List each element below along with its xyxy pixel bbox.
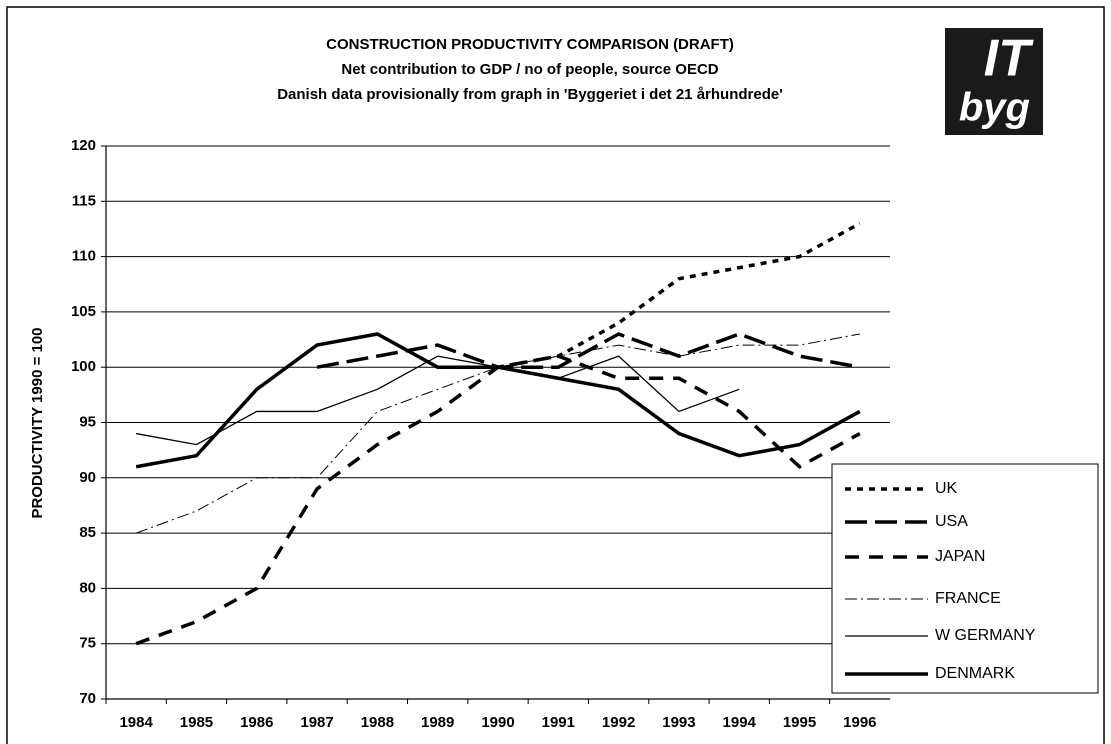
- y-tick-label: 70: [79, 690, 96, 707]
- logo-text: IT: [984, 30, 1034, 88]
- logo: [945, 28, 1043, 135]
- legend-label: FRANCE: [935, 590, 1001, 607]
- series-line: [135, 332, 861, 469]
- x-tick-label: 1987: [300, 714, 333, 731]
- y-tick-label: 75: [79, 635, 96, 652]
- y-tick-label: 110: [72, 248, 96, 265]
- y-tick-label: 120: [71, 137, 96, 154]
- y-tick-label: 105: [71, 303, 96, 320]
- y-tick-label: 90: [79, 469, 96, 486]
- x-tick-label: 1985: [180, 714, 213, 731]
- y-axis-label: PRODUCTIVITY 1990 = 100: [29, 327, 46, 518]
- chart-subtitle: Danish data provisionally from graph in …: [277, 86, 783, 103]
- x-tick-label: 1993: [662, 714, 695, 731]
- x-tick-label: 1991: [542, 714, 575, 731]
- series-line: [136, 355, 740, 446]
- chart-title: CONSTRUCTION PRODUCTIVITY COMPARISON (DR…: [326, 36, 734, 53]
- x-tick-label: 1994: [723, 714, 757, 731]
- legend-label: USA: [935, 513, 968, 530]
- y-tick-label: 95: [79, 413, 96, 430]
- chart-subtitle: Net contribution to GDP / no of people, …: [341, 61, 718, 78]
- y-tick-label: 100: [71, 358, 96, 375]
- legend: [831, 463, 1099, 694]
- x-tick-label: 1988: [361, 714, 394, 731]
- legend-label: DENMARK: [935, 665, 1015, 682]
- x-tick-label: 1984: [119, 714, 153, 731]
- x-tick-label: 1992: [602, 714, 635, 731]
- legend-label: UK: [935, 480, 958, 497]
- y-tick-label: 85: [79, 524, 96, 541]
- x-tick-label: 1996: [843, 714, 876, 731]
- x-tick-label: 1986: [240, 714, 273, 731]
- y-tick-label: 80: [79, 579, 96, 596]
- y-tick-label: 115: [72, 192, 96, 209]
- x-tick-label: 1990: [481, 714, 514, 731]
- logo-text: byg: [959, 86, 1030, 130]
- x-tick-label: 1995: [783, 714, 816, 731]
- series-line: [135, 333, 860, 534]
- x-tick-label: 1989: [421, 714, 454, 731]
- legend-label: W GERMANY: [935, 627, 1036, 644]
- legend-label: JAPAN: [935, 548, 985, 565]
